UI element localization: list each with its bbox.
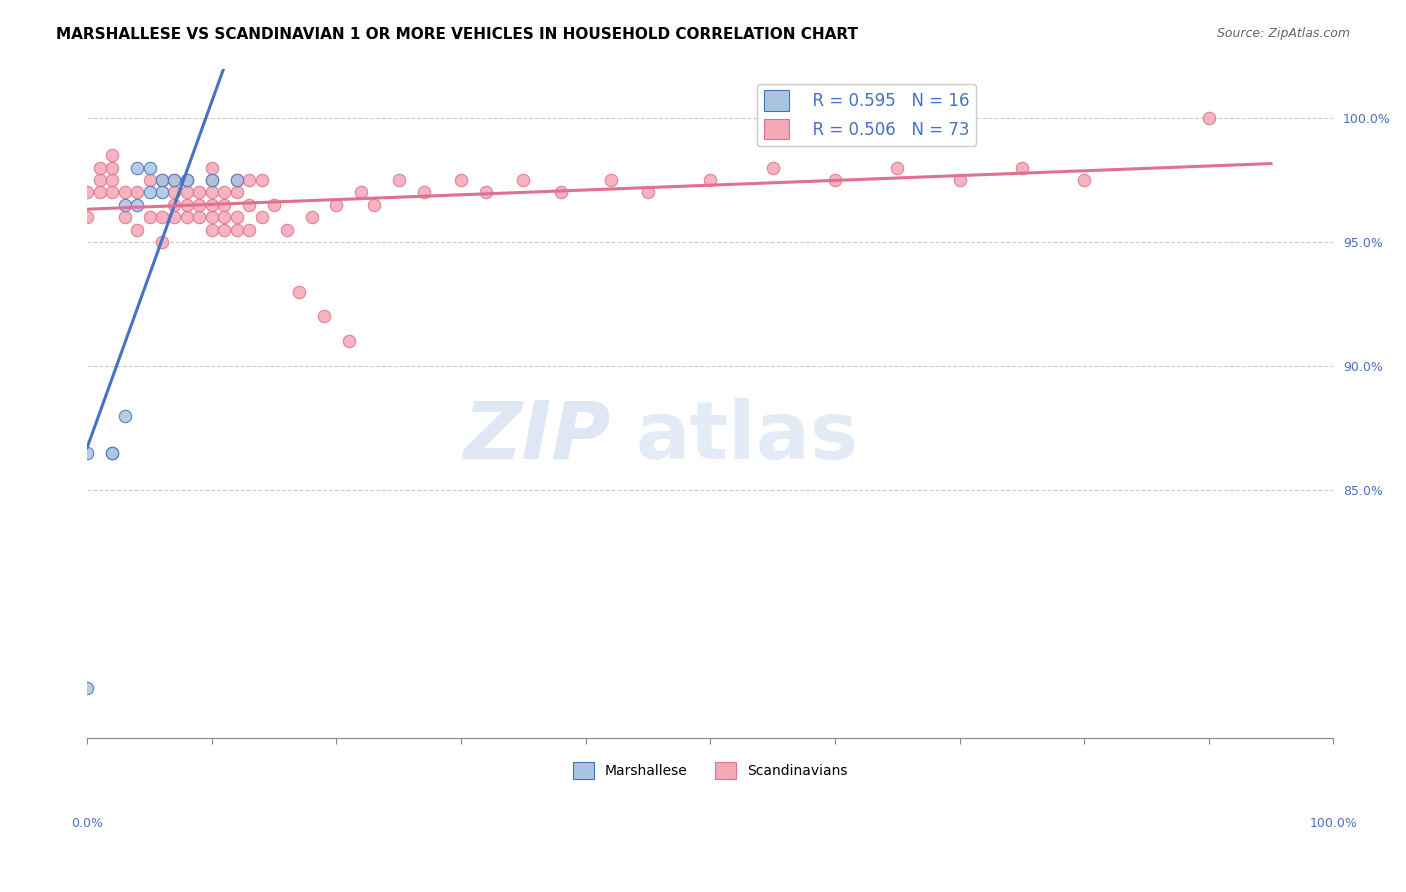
Point: [76, 186, 98, 200]
Point: [89, 186, 111, 200]
Point: [337, 334, 360, 349]
Point: [325, 198, 347, 212]
Point: [188, 198, 211, 212]
Point: [163, 211, 186, 225]
Point: [412, 186, 434, 200]
Point: [225, 211, 247, 225]
Point: [388, 173, 411, 187]
Text: ZIP: ZIP: [463, 398, 610, 475]
Point: [89, 173, 111, 187]
Point: [1198, 111, 1220, 125]
Point: [225, 223, 247, 237]
Point: [886, 161, 908, 175]
Point: [288, 285, 311, 299]
Point: [225, 173, 247, 187]
Point: [76, 681, 98, 696]
Point: [114, 186, 136, 200]
Point: [201, 173, 224, 187]
Point: [188, 211, 211, 225]
Point: [1011, 161, 1033, 175]
Point: [824, 173, 846, 187]
Point: [89, 161, 111, 175]
Point: [263, 198, 285, 212]
Point: [201, 198, 224, 212]
Point: [699, 173, 721, 187]
Point: [150, 211, 173, 225]
Point: [201, 223, 224, 237]
Point: [188, 186, 211, 200]
Point: [138, 211, 160, 225]
Point: [250, 173, 273, 187]
Point: [138, 186, 160, 200]
Text: 0.0%: 0.0%: [72, 817, 103, 830]
Point: [201, 161, 224, 175]
Point: [238, 173, 260, 187]
Text: 100.0%: 100.0%: [1309, 817, 1357, 830]
Point: [350, 186, 373, 200]
Point: [276, 223, 298, 237]
Point: [176, 173, 198, 187]
Point: [76, 446, 98, 460]
Point: [450, 173, 472, 187]
Point: [150, 186, 173, 200]
Point: [163, 198, 186, 212]
Point: [114, 211, 136, 225]
Point: [101, 186, 124, 200]
Point: [101, 148, 124, 162]
Point: [214, 186, 236, 200]
Point: [101, 173, 124, 187]
Point: [176, 186, 198, 200]
Point: [312, 310, 335, 324]
Point: [101, 446, 124, 460]
Point: [150, 173, 173, 187]
Point: [599, 173, 621, 187]
Point: [176, 173, 198, 187]
Point: [238, 198, 260, 212]
Point: [76, 211, 98, 225]
Point: [201, 186, 224, 200]
Point: [138, 173, 160, 187]
Point: [363, 198, 385, 212]
Point: [214, 223, 236, 237]
Point: [1073, 173, 1095, 187]
Point: [114, 409, 136, 423]
Point: [138, 161, 160, 175]
Point: [114, 198, 136, 212]
Point: [101, 446, 124, 460]
Point: [948, 173, 970, 187]
Point: [127, 223, 149, 237]
Text: atlas: atlas: [636, 398, 859, 475]
Point: [150, 173, 173, 187]
Point: [475, 186, 498, 200]
Point: [301, 211, 323, 225]
Text: Source: ZipAtlas.com: Source: ZipAtlas.com: [1216, 27, 1350, 40]
Point: [238, 223, 260, 237]
Point: [250, 211, 273, 225]
Point: [550, 186, 572, 200]
Point: [176, 211, 198, 225]
Point: [163, 173, 186, 187]
Point: [127, 161, 149, 175]
Point: [762, 161, 785, 175]
Point: [201, 173, 224, 187]
Point: [127, 186, 149, 200]
Point: [214, 198, 236, 212]
Point: [201, 211, 224, 225]
Point: [150, 235, 173, 249]
Point: [127, 198, 149, 212]
Point: [512, 173, 534, 187]
Point: [225, 186, 247, 200]
Point: [163, 173, 186, 187]
Point: [163, 186, 186, 200]
Text: MARSHALLESE VS SCANDINAVIAN 1 OR MORE VEHICLES IN HOUSEHOLD CORRELATION CHART: MARSHALLESE VS SCANDINAVIAN 1 OR MORE VE…: [56, 27, 858, 42]
Point: [225, 173, 247, 187]
Point: [214, 211, 236, 225]
Point: [176, 198, 198, 212]
Point: [101, 161, 124, 175]
Point: [637, 186, 659, 200]
Legend: Marshallese, Scandinavians: Marshallese, Scandinavians: [567, 756, 853, 785]
